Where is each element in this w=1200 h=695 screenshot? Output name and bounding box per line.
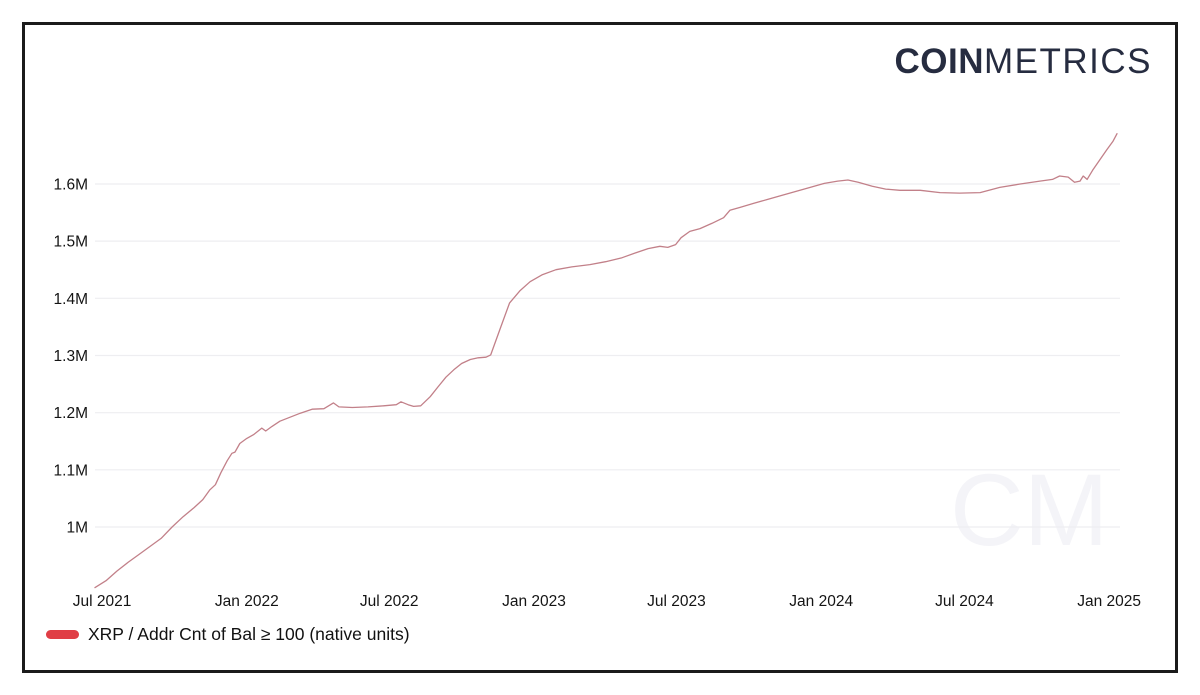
x-tick-label: Jan 2024 <box>789 593 853 610</box>
y-tick-label: 1.5M <box>54 234 88 251</box>
x-tick-label: Jan 2022 <box>215 593 279 610</box>
x-tick-label: Jul 2024 <box>935 593 994 610</box>
y-tick-label: 1.4M <box>54 291 88 308</box>
line-chart: 1M 1.1M 1.2M 1.3M 1.4M 1.5M 1.6M Jul 2021 Jan 20… <box>54 133 1141 610</box>
x-tick-label: Jul 2022 <box>360 593 419 610</box>
y-tick-label: 1.1M <box>54 462 88 479</box>
chart-frame: COINMETRICS CM 1M 1.1M 1.2M 1.3M 1.4M 1.5M 1.6… <box>22 22 1178 673</box>
series-label: XRP / Addr Cnt of Bal ≥ 100 (native unit… <box>88 624 410 644</box>
logo-metrics-text: METRICS <box>984 42 1152 81</box>
y-tick-label: 1M <box>66 520 88 537</box>
x-tick-label: Jan 2025 <box>1077 593 1141 610</box>
x-tick-label: Jan 2023 <box>502 593 566 610</box>
logo-coin-text: COIN <box>894 42 984 81</box>
x-tick-label: Jul 2021 <box>73 593 132 610</box>
coinmetrics-logo: COINMETRICS <box>895 44 1153 80</box>
y-tick-label: 1.2M <box>54 405 88 422</box>
legend[interactable]: XRP / Addr Cnt of Bal ≥ 100 (native unit… <box>46 622 410 646</box>
x-tick-label: Jul 2023 <box>647 593 706 610</box>
y-tick-label: 1.3M <box>54 348 88 365</box>
y-tick-label: 1.6M <box>54 177 88 194</box>
cm-watermark: CM <box>950 453 1109 567</box>
series-swatch-icon <box>46 629 79 639</box>
xrp-series-line <box>94 133 1118 589</box>
